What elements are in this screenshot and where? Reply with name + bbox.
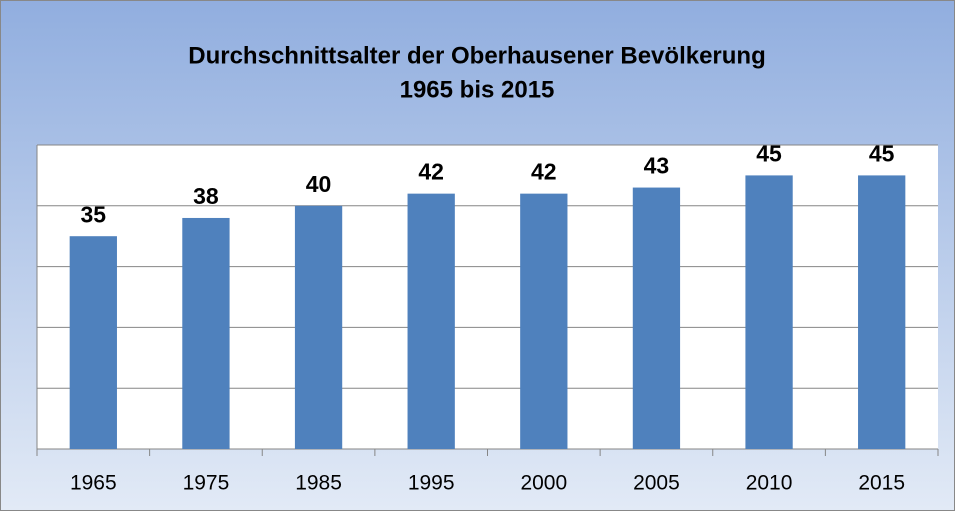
bar	[745, 175, 793, 449]
x-tick-label: 2010	[746, 472, 793, 495]
data-label: 42	[418, 159, 444, 185]
bar	[858, 175, 906, 449]
chart-title: Durchschnittsalter der Oberhausener Bevö…	[188, 42, 766, 69]
x-tick-label: 1975	[183, 472, 230, 495]
x-tick-label: 1985	[295, 472, 342, 495]
data-label: 45	[756, 140, 782, 166]
data-label: 45	[869, 140, 895, 166]
bar	[182, 217, 230, 449]
bar	[407, 193, 455, 449]
data-label: 40	[306, 171, 332, 197]
bar	[294, 205, 343, 449]
bar	[520, 193, 568, 449]
plot-area	[37, 145, 938, 449]
x-tick-label: 2005	[633, 472, 680, 495]
x-tick-label: 2015	[858, 472, 905, 495]
bar	[69, 236, 117, 449]
data-label: 35	[81, 201, 107, 227]
data-label: 43	[644, 153, 670, 179]
x-tick-label: 2000	[520, 472, 567, 495]
chart-subtitle: 1965 bis 2015	[400, 76, 555, 103]
x-tick-label: 1995	[408, 472, 455, 495]
data-label: 42	[531, 159, 557, 185]
bar	[632, 187, 681, 449]
x-tick-label: 1965	[70, 472, 117, 495]
data-label: 38	[193, 183, 219, 209]
